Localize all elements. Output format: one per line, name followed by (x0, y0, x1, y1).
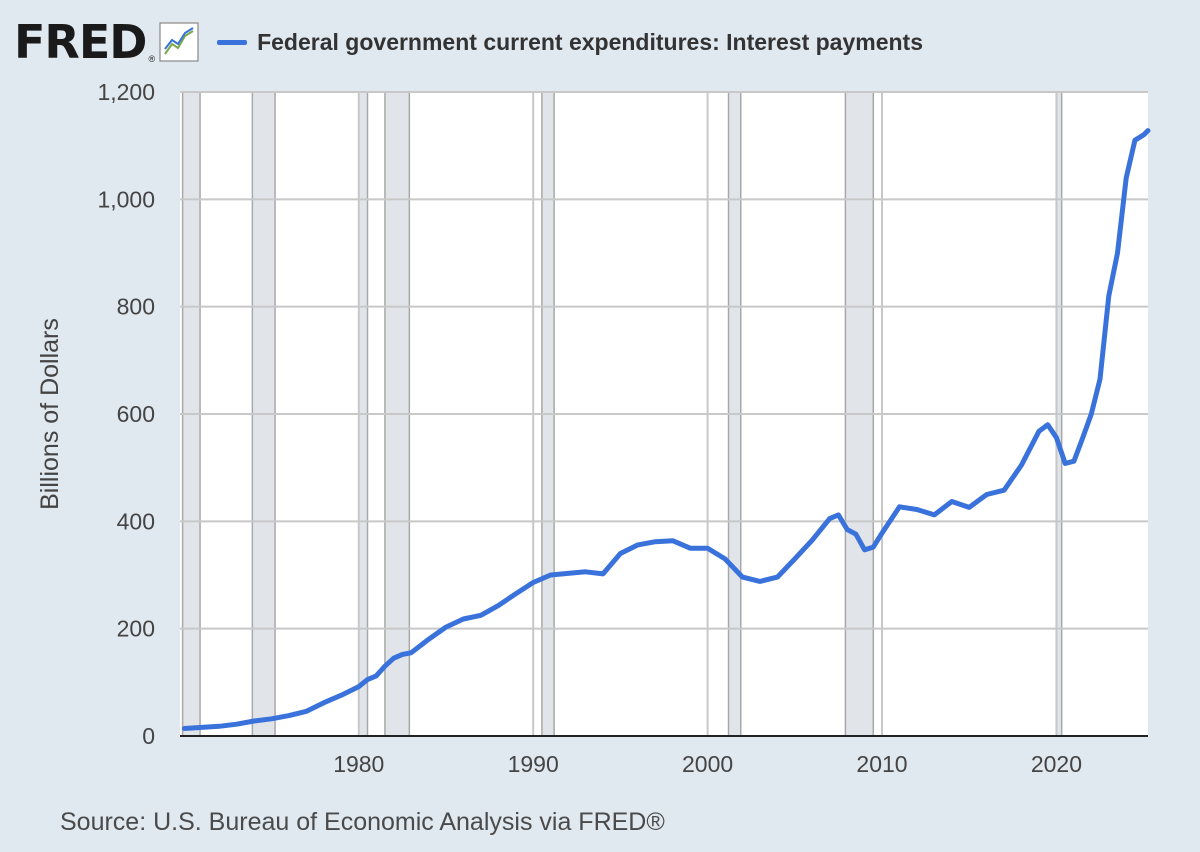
y-tick-label: 800 (117, 294, 155, 320)
chart-legend: Federal government current expenditures:… (217, 29, 923, 56)
y-tick-label: 0 (142, 723, 155, 749)
y-tick-label: 600 (117, 401, 155, 427)
y-tick-label: 1,000 (97, 186, 155, 212)
x-tick-label: 2020 (1031, 751, 1082, 777)
chart-header: FRED ® Federal government current expend… (14, 14, 923, 70)
x-tick-label: 2010 (856, 751, 907, 777)
legend-swatch (217, 39, 248, 45)
x-tick-label: 1980 (333, 751, 384, 777)
legend-label[interactable]: Federal government current expenditures:… (257, 28, 924, 55)
y-tick-labels: 0 200 400 600 800 1,000 1,200 (97, 79, 155, 749)
fred-registered-mark: ® (148, 54, 156, 64)
x-tick-label: 1990 (508, 751, 559, 777)
y-tick-label: 200 (117, 616, 155, 642)
y-tick-label: 400 (117, 508, 155, 534)
source-note: Source: U.S. Bureau of Economic Analysis… (60, 808, 665, 836)
grid-lines (180, 91, 1148, 736)
series-layer (181, 128, 1151, 731)
series-line (181, 128, 1151, 731)
line-chart-icon (159, 22, 199, 62)
x-tick-labels: 1980 1990 2000 2010 2020 (333, 751, 1082, 777)
x-tick-label: 2000 (682, 751, 733, 777)
y-tick-label: 1,200 (97, 79, 155, 105)
fred-logo[interactable]: FRED (14, 15, 147, 69)
y-axis-label: Billions of Dollars (36, 318, 64, 510)
